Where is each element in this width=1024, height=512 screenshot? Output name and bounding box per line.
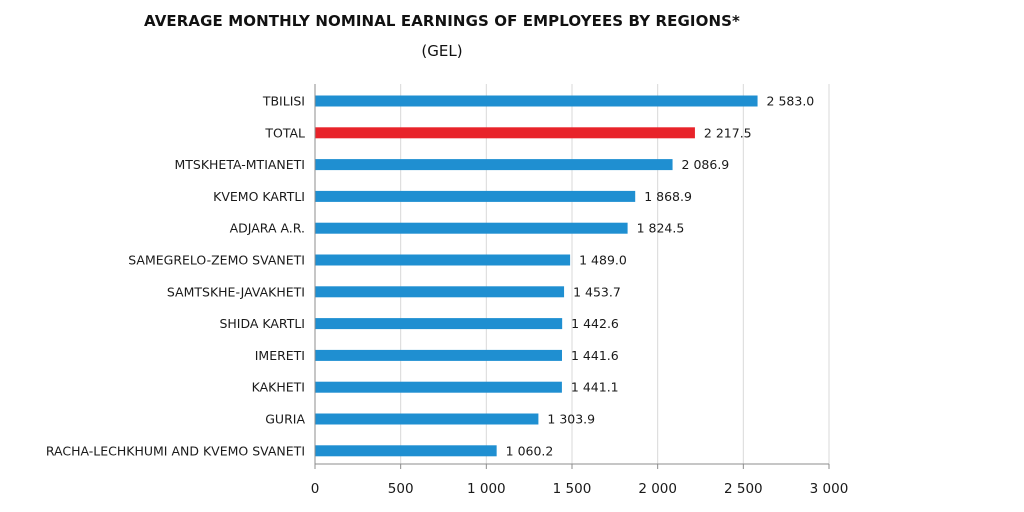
data-label: 1 441.6 [571,348,619,363]
bar [315,445,497,457]
category-label: TBILISI [262,94,305,109]
bar [315,286,565,298]
category-label: RACHA-LECHKHUMI AND KVEMO SVANETI [46,443,305,458]
category-label: IMERETI [255,348,305,363]
x-tick-label: 2 500 [724,481,763,497]
bar [315,349,562,361]
x-tick-label: 1 000 [467,481,506,497]
category-label: SAMEGRELO-ZEMO SVANETI [128,253,305,268]
data-label: 1 060.2 [506,443,554,458]
category-label: TOTAL [264,125,305,140]
category-label: SAMTSKHE-JAVAKHETI [167,284,305,299]
x-tick-label: 2 000 [638,481,677,497]
data-label: 1 442.6 [571,316,619,331]
bar [315,254,571,266]
bar [315,190,636,202]
category-label: SHIDA KARTLI [219,316,305,331]
x-tick-label: 3 000 [810,481,849,497]
bar [315,413,539,425]
data-label: 1 453.7 [573,284,621,299]
category-label: KAKHETI [252,380,305,395]
x-tick-label: 0 [311,481,320,497]
data-label: 2 217.5 [704,125,752,140]
x-tick-label: 500 [388,481,414,497]
category-label: MTSKHETA-MTIANETI [174,157,305,172]
data-label: 2 086.9 [682,157,730,172]
chart-title: AVERAGE MONTHLY NOMINAL EARNINGS OF EMPL… [144,12,740,30]
data-label: 1 441.1 [571,380,619,395]
data-label: 1 868.9 [644,189,692,204]
category-label: GURIA [265,412,305,427]
bar [315,127,695,139]
data-label: 1 303.9 [547,412,595,427]
data-label: 1 489.0 [579,253,627,268]
bar [315,159,673,171]
bar [315,222,628,234]
chart-subtitle: (GEL) [421,42,463,60]
x-tick-label: 1 500 [553,481,592,497]
bar [315,381,562,393]
category-label: KVEMO KARTLI [213,189,305,204]
category-label: ADJARA A.R. [230,221,305,236]
bar [315,318,563,330]
data-label: 1 824.5 [637,221,685,236]
data-label: 2 583.0 [767,94,815,109]
bar [315,95,758,107]
